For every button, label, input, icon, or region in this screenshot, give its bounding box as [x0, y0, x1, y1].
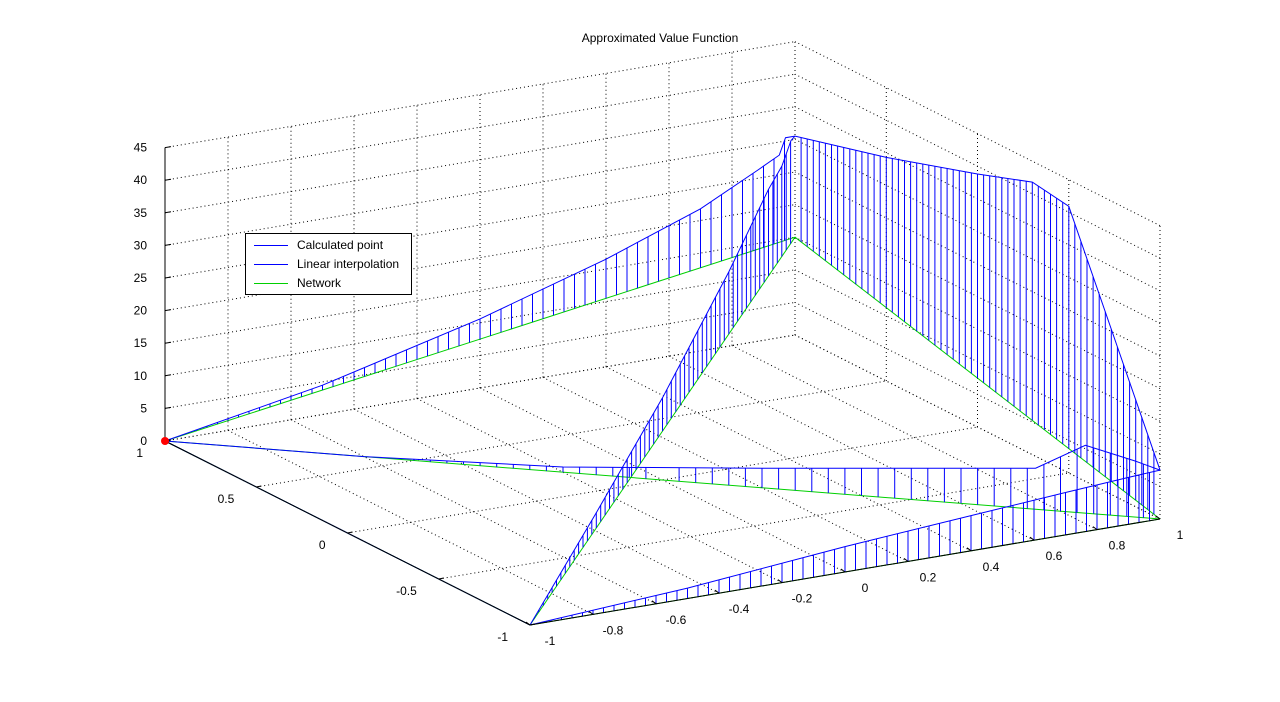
legend: Calculated point Linear interpolation Ne…	[245, 233, 412, 295]
y-tick-mark	[256, 485, 262, 488]
legend-swatch-network	[254, 283, 288, 284]
grid-line	[794, 41, 1161, 227]
grid-line	[542, 376, 909, 562]
legend-item-network: Network	[246, 275, 411, 291]
z-tick-label: 30	[134, 238, 148, 252]
x-tick-label: -0.8	[603, 623, 624, 637]
calculated-point-marker	[161, 437, 169, 445]
grid-line	[164, 269, 796, 377]
axis-lines	[164, 146, 1161, 626]
interpolation-line	[794, 135, 1161, 471]
grid-line	[353, 408, 720, 594]
interpolation-line	[164, 440, 1161, 471]
x-tick-mark	[777, 579, 783, 583]
legend-item-linear-interpolation: Linear interpolation	[246, 256, 411, 272]
z-tick-label: 20	[134, 304, 148, 318]
legend-swatch-linear-interpolation	[254, 264, 288, 265]
x-tick-mark	[1155, 515, 1161, 520]
x-tick-label: 0.8	[1109, 539, 1126, 553]
y-tick-mark	[529, 623, 536, 626]
y-tick-mark	[347, 531, 353, 534]
x-tick-mark	[966, 547, 972, 552]
x-tick-mark	[1092, 526, 1098, 530]
z-tick-mark	[164, 276, 172, 279]
grid-line	[731, 345, 1098, 531]
grid-line	[164, 171, 796, 279]
x-tick-label: -0.4	[729, 602, 750, 616]
grid-lines	[164, 41, 1161, 626]
z-tick-label: 10	[134, 369, 148, 383]
x-tick-mark	[714, 589, 720, 594]
grid-line	[227, 429, 594, 615]
x-tick-label: -0.2	[792, 592, 813, 606]
x-tick-label: 0	[862, 581, 869, 595]
x-tick-mark	[588, 611, 594, 615]
y-tick-label: 0	[319, 538, 326, 552]
x-tick-label: 1	[1177, 528, 1184, 542]
legend-label-linear-interpolation: Linear interpolation	[297, 257, 400, 271]
grid-line	[164, 138, 796, 246]
y-tick-label: 0.5	[218, 492, 235, 506]
x-tick-mark	[1029, 536, 1035, 541]
x-tick-mark	[840, 568, 846, 573]
z-tick-mark	[164, 341, 172, 344]
z-tick-mark	[164, 146, 172, 149]
x-tick-label: 0.4	[983, 560, 1000, 574]
z-tick-label: 0	[140, 434, 147, 448]
grid-line	[164, 301, 796, 409]
grid-line	[416, 398, 783, 584]
legend-label-network: Network	[297, 276, 342, 290]
grid-line	[256, 380, 887, 488]
grid-line	[164, 73, 796, 181]
legend-swatch-calculated-point	[254, 245, 288, 246]
grid-line	[164, 334, 796, 442]
x-tick-mark	[903, 558, 909, 562]
x-tick-mark	[525, 621, 531, 626]
y-tick-label: -0.5	[396, 584, 417, 598]
y-tick-label: 1	[136, 446, 143, 460]
grid-line	[668, 355, 1035, 541]
x-tick-label: 0.6	[1046, 549, 1063, 563]
chart-title: Approximated Value Function	[581, 31, 739, 45]
grid-line	[164, 106, 796, 214]
z-tick-mark	[164, 309, 172, 312]
z-tick-label: 25	[134, 271, 148, 285]
z-tick-mark	[164, 178, 172, 181]
z-tick-mark	[164, 374, 172, 377]
grid-line	[438, 472, 1069, 580]
z-tick-label: 35	[134, 206, 148, 220]
z-tick-label: 15	[134, 336, 148, 350]
z-tick-label: 40	[134, 173, 148, 187]
x-tick-label: -0.6	[666, 613, 687, 627]
z-tick-mark	[164, 211, 172, 214]
grid-line	[290, 419, 657, 605]
x-tick-label: 0.2	[920, 570, 937, 584]
grid-line	[347, 426, 978, 534]
y-tick-mark	[438, 577, 444, 580]
legend-item-calculated-point: Calculated point	[246, 237, 411, 253]
z-tick-label: 5	[140, 401, 147, 415]
grid-line	[164, 41, 796, 149]
z-tick-mark	[164, 406, 172, 409]
tick-labels: 051015202530354045-1-0.8-0.6-0.4-0.200.2…	[134, 141, 1184, 648]
y-tick-label: -1	[497, 630, 508, 644]
interpolation-line	[529, 135, 796, 626]
x-tick-label: -1	[545, 634, 556, 648]
z-tick-mark	[164, 243, 172, 246]
grid-line	[605, 366, 972, 552]
z-tick-label: 45	[134, 141, 148, 155]
grid-line	[794, 334, 1161, 520]
legend-label-calculated-point: Calculated point	[297, 238, 384, 252]
x-tick-mark	[651, 600, 657, 605]
grid-line	[794, 73, 1161, 259]
calculated-points	[161, 437, 169, 445]
interpolation-lines	[164, 135, 1161, 626]
